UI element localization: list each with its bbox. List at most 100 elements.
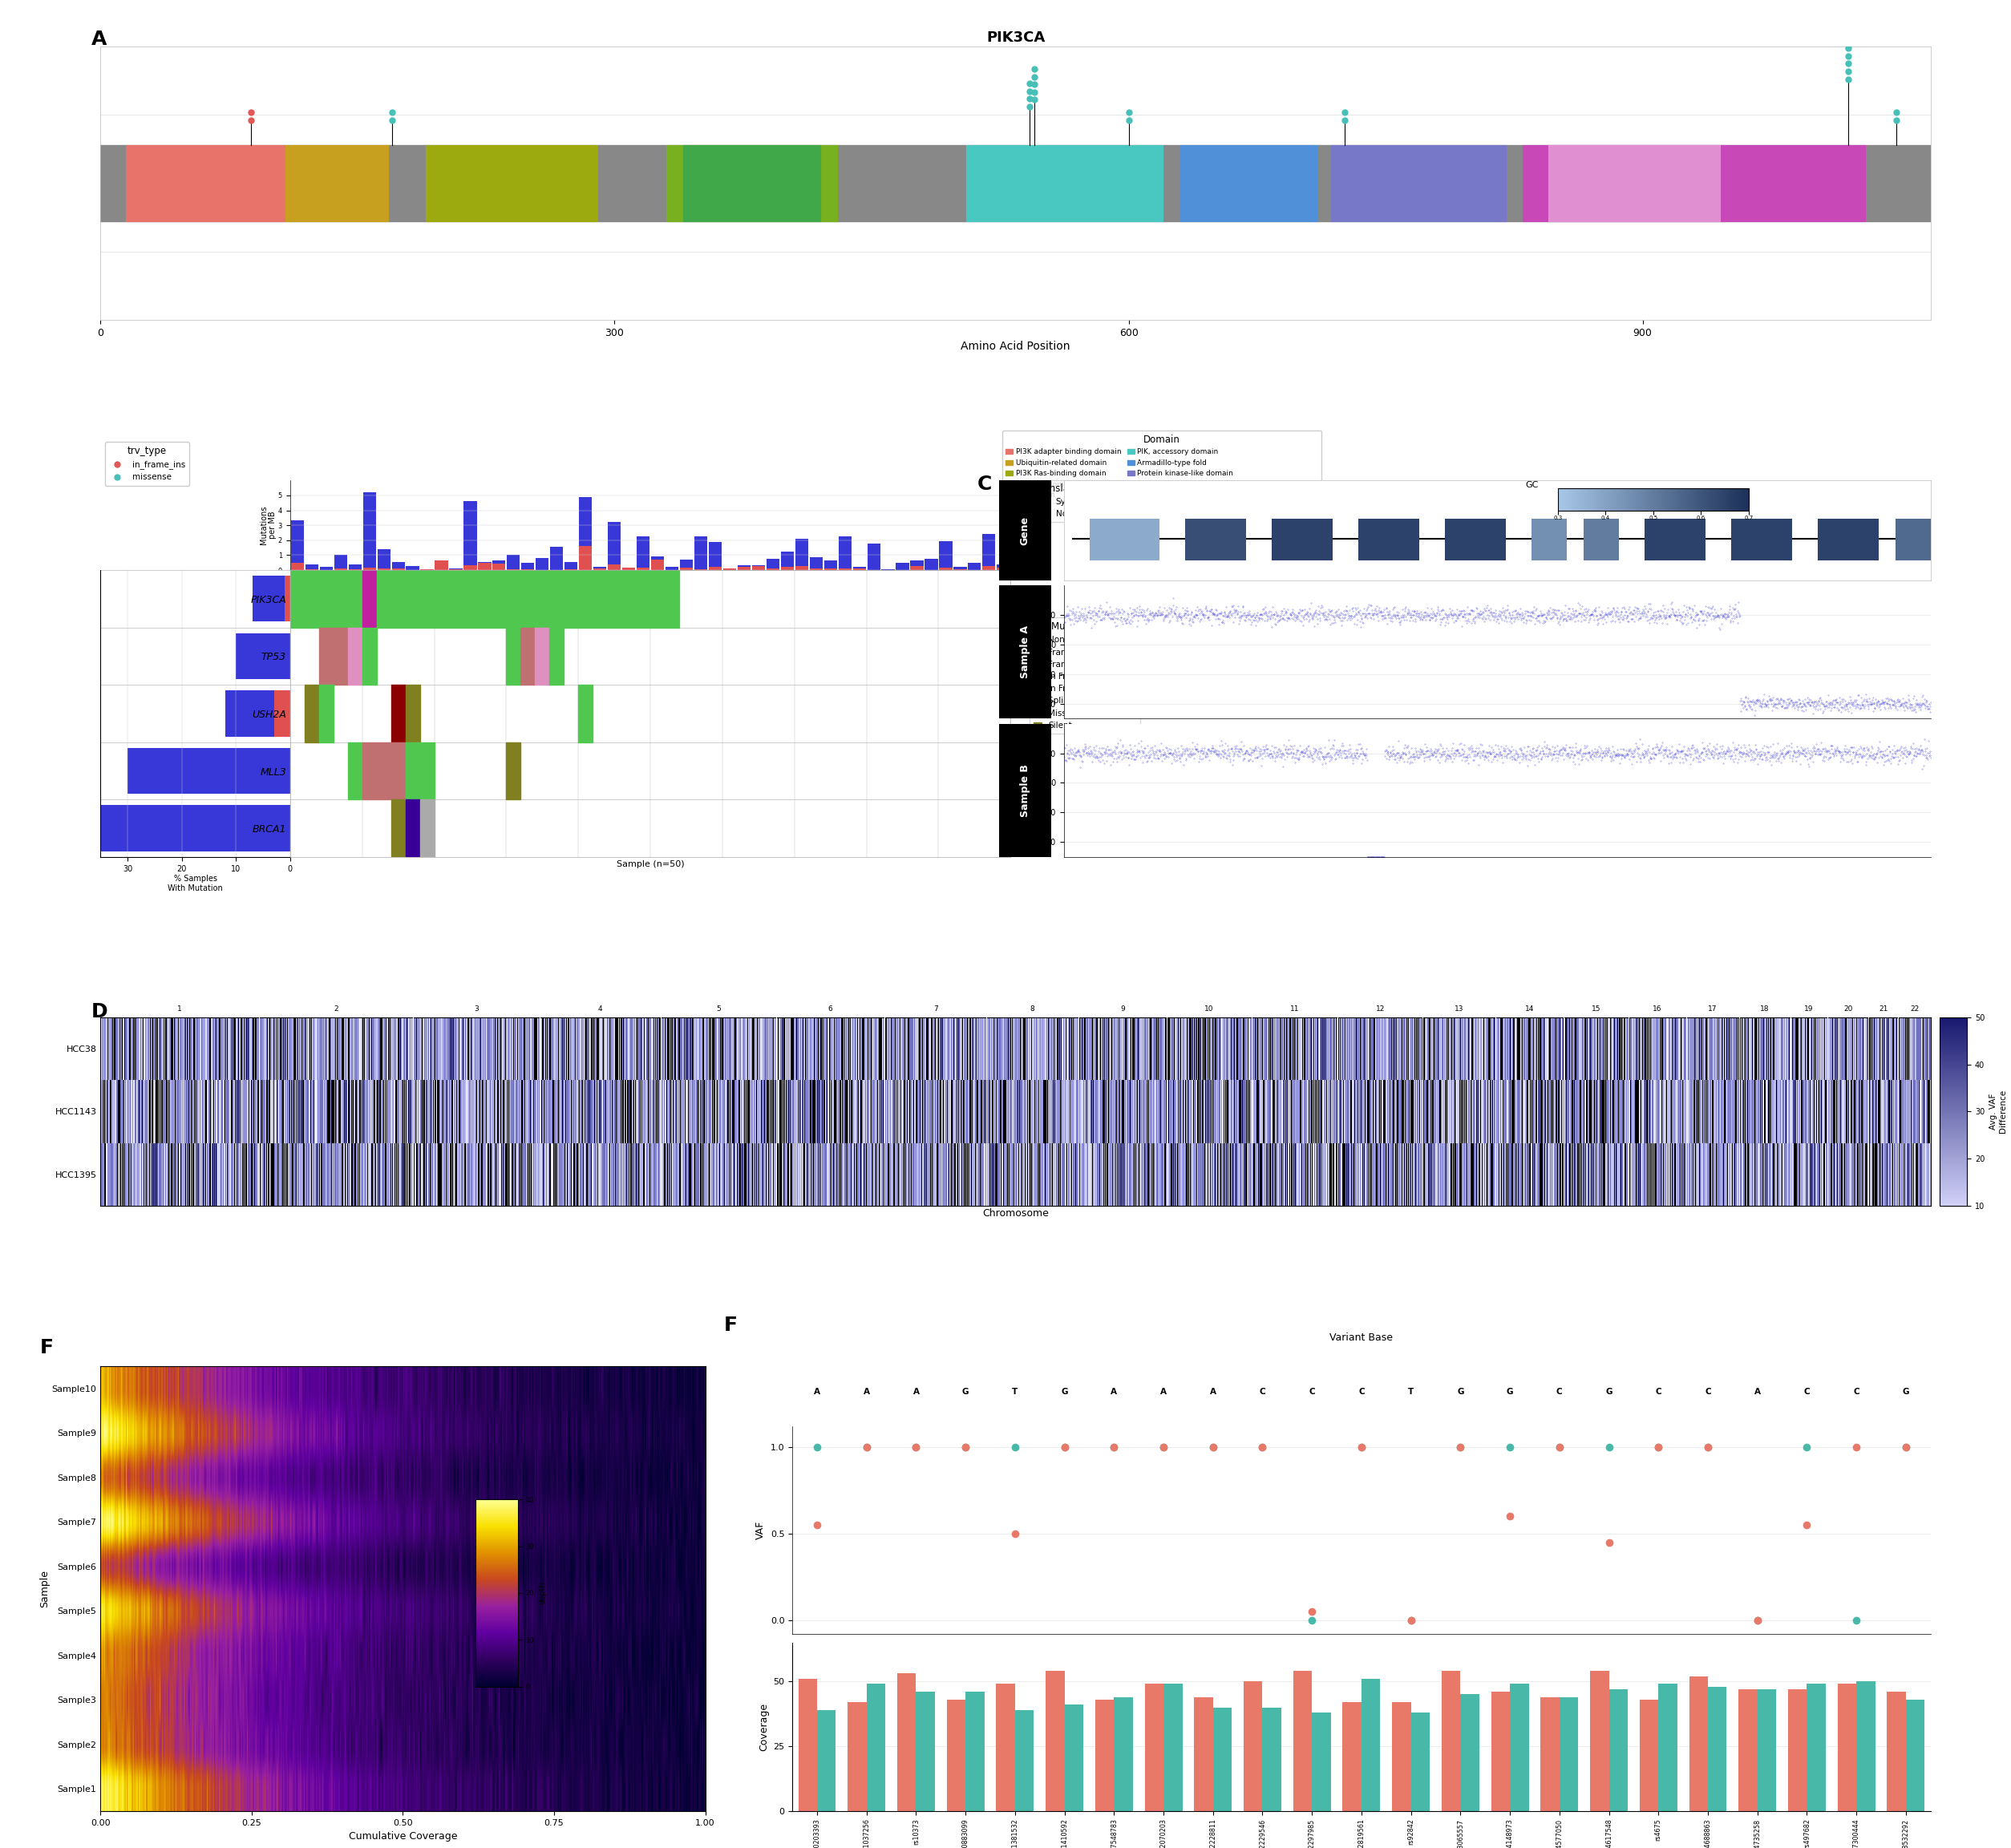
Y-axis label: Coverage Depth: Coverage Depth (1038, 617, 1046, 686)
Bar (493, 560, 505, 569)
Bar (738, 565, 750, 569)
Text: T: T (1458, 1643, 1464, 1652)
Bar (225, 691, 290, 737)
Bar (127, 144, 286, 222)
Bar (1271, 519, 1333, 560)
Text: A: A (90, 30, 107, 50)
Text: 11: 11 (1291, 1005, 1299, 1013)
Bar (493, 569, 507, 628)
Bar (1522, 144, 1866, 222)
Bar (1645, 519, 1705, 560)
Bar (579, 569, 593, 628)
Bar (867, 543, 881, 569)
Bar (434, 569, 448, 628)
Bar (794, 565, 808, 569)
Text: A: A (1804, 1643, 1810, 1652)
Bar (897, 1674, 917, 1811)
Text: 2: 2 (334, 1005, 338, 1013)
Bar (390, 800, 406, 857)
Bar (1740, 1689, 1758, 1811)
Bar (1311, 1713, 1331, 1811)
Text: G: G (1458, 1388, 1464, 1395)
Bar (1442, 1671, 1460, 1811)
Bar (780, 567, 794, 569)
Bar (304, 569, 320, 628)
Text: G: G (961, 1388, 969, 1395)
Text: G: G (913, 1643, 919, 1652)
Bar (911, 560, 923, 569)
Text: G: G (1506, 1388, 1514, 1395)
Text: G: G (1110, 1643, 1118, 1652)
Bar (939, 567, 953, 569)
X-axis label: Sample (n=50): Sample (n=50) (617, 861, 684, 869)
Bar (1096, 1700, 1114, 1811)
Text: 6: 6 (829, 1005, 833, 1013)
Bar (983, 565, 995, 569)
Bar (925, 558, 937, 569)
Bar (390, 686, 406, 743)
Bar (1016, 1709, 1034, 1811)
Text: 7: 7 (933, 1005, 937, 1013)
Bar (752, 565, 764, 569)
Bar (406, 565, 418, 569)
Bar (1392, 1702, 1412, 1811)
Bar (390, 743, 406, 800)
Bar (292, 521, 304, 569)
Bar (0, 806, 290, 852)
Bar (1361, 1678, 1380, 1811)
Bar (306, 565, 318, 569)
Bar (867, 1684, 885, 1811)
Bar (535, 558, 549, 569)
Bar (816, 1709, 837, 1811)
Bar (853, 567, 867, 569)
Bar (406, 569, 420, 628)
Bar (666, 567, 678, 569)
Text: C: C (1309, 1388, 1315, 1395)
Y-axis label: VAF: VAF (756, 1521, 766, 1539)
Bar (897, 564, 909, 569)
Bar (320, 569, 334, 628)
Bar (593, 567, 607, 569)
Bar (376, 569, 390, 628)
Bar (1788, 1689, 1806, 1811)
Bar (1758, 1689, 1776, 1811)
Text: 8: 8 (1030, 1005, 1036, 1013)
Bar (362, 628, 376, 686)
Bar (738, 567, 750, 569)
Y-axis label: Sample: Sample (38, 1569, 50, 1608)
Text: G: G (1902, 1388, 1908, 1395)
Bar (947, 1700, 965, 1811)
Bar (420, 569, 434, 628)
Bar (1532, 519, 1567, 560)
Bar (434, 560, 448, 569)
Bar (376, 743, 390, 800)
Bar (1359, 519, 1420, 560)
Bar (320, 567, 332, 569)
Bar (334, 569, 348, 628)
Bar (684, 144, 820, 222)
Title: PIK3CA: PIK3CA (985, 31, 1046, 44)
Bar (448, 569, 463, 628)
Text: C: C (1557, 1388, 1563, 1395)
Bar (983, 534, 995, 569)
Text: T: T (1408, 1643, 1414, 1652)
Text: 9: 9 (1120, 1005, 1124, 1013)
Bar (652, 560, 664, 569)
Bar (1446, 519, 1506, 560)
Text: T: T (1408, 1388, 1414, 1395)
Text: 19: 19 (1804, 1005, 1814, 1013)
Bar (304, 686, 320, 743)
Text: G: G (1160, 1643, 1166, 1652)
Bar (1144, 1684, 1164, 1811)
Bar (1180, 144, 1317, 222)
Bar (348, 743, 362, 800)
Bar (1490, 1691, 1510, 1811)
Bar (507, 628, 521, 686)
Bar (286, 577, 290, 621)
Bar (708, 541, 722, 569)
Bar (1585, 519, 1619, 560)
Text: C: C (977, 475, 991, 493)
Text: 1: 1 (177, 1005, 183, 1013)
Text: T: T (1754, 1643, 1760, 1652)
Bar (1064, 1704, 1084, 1811)
